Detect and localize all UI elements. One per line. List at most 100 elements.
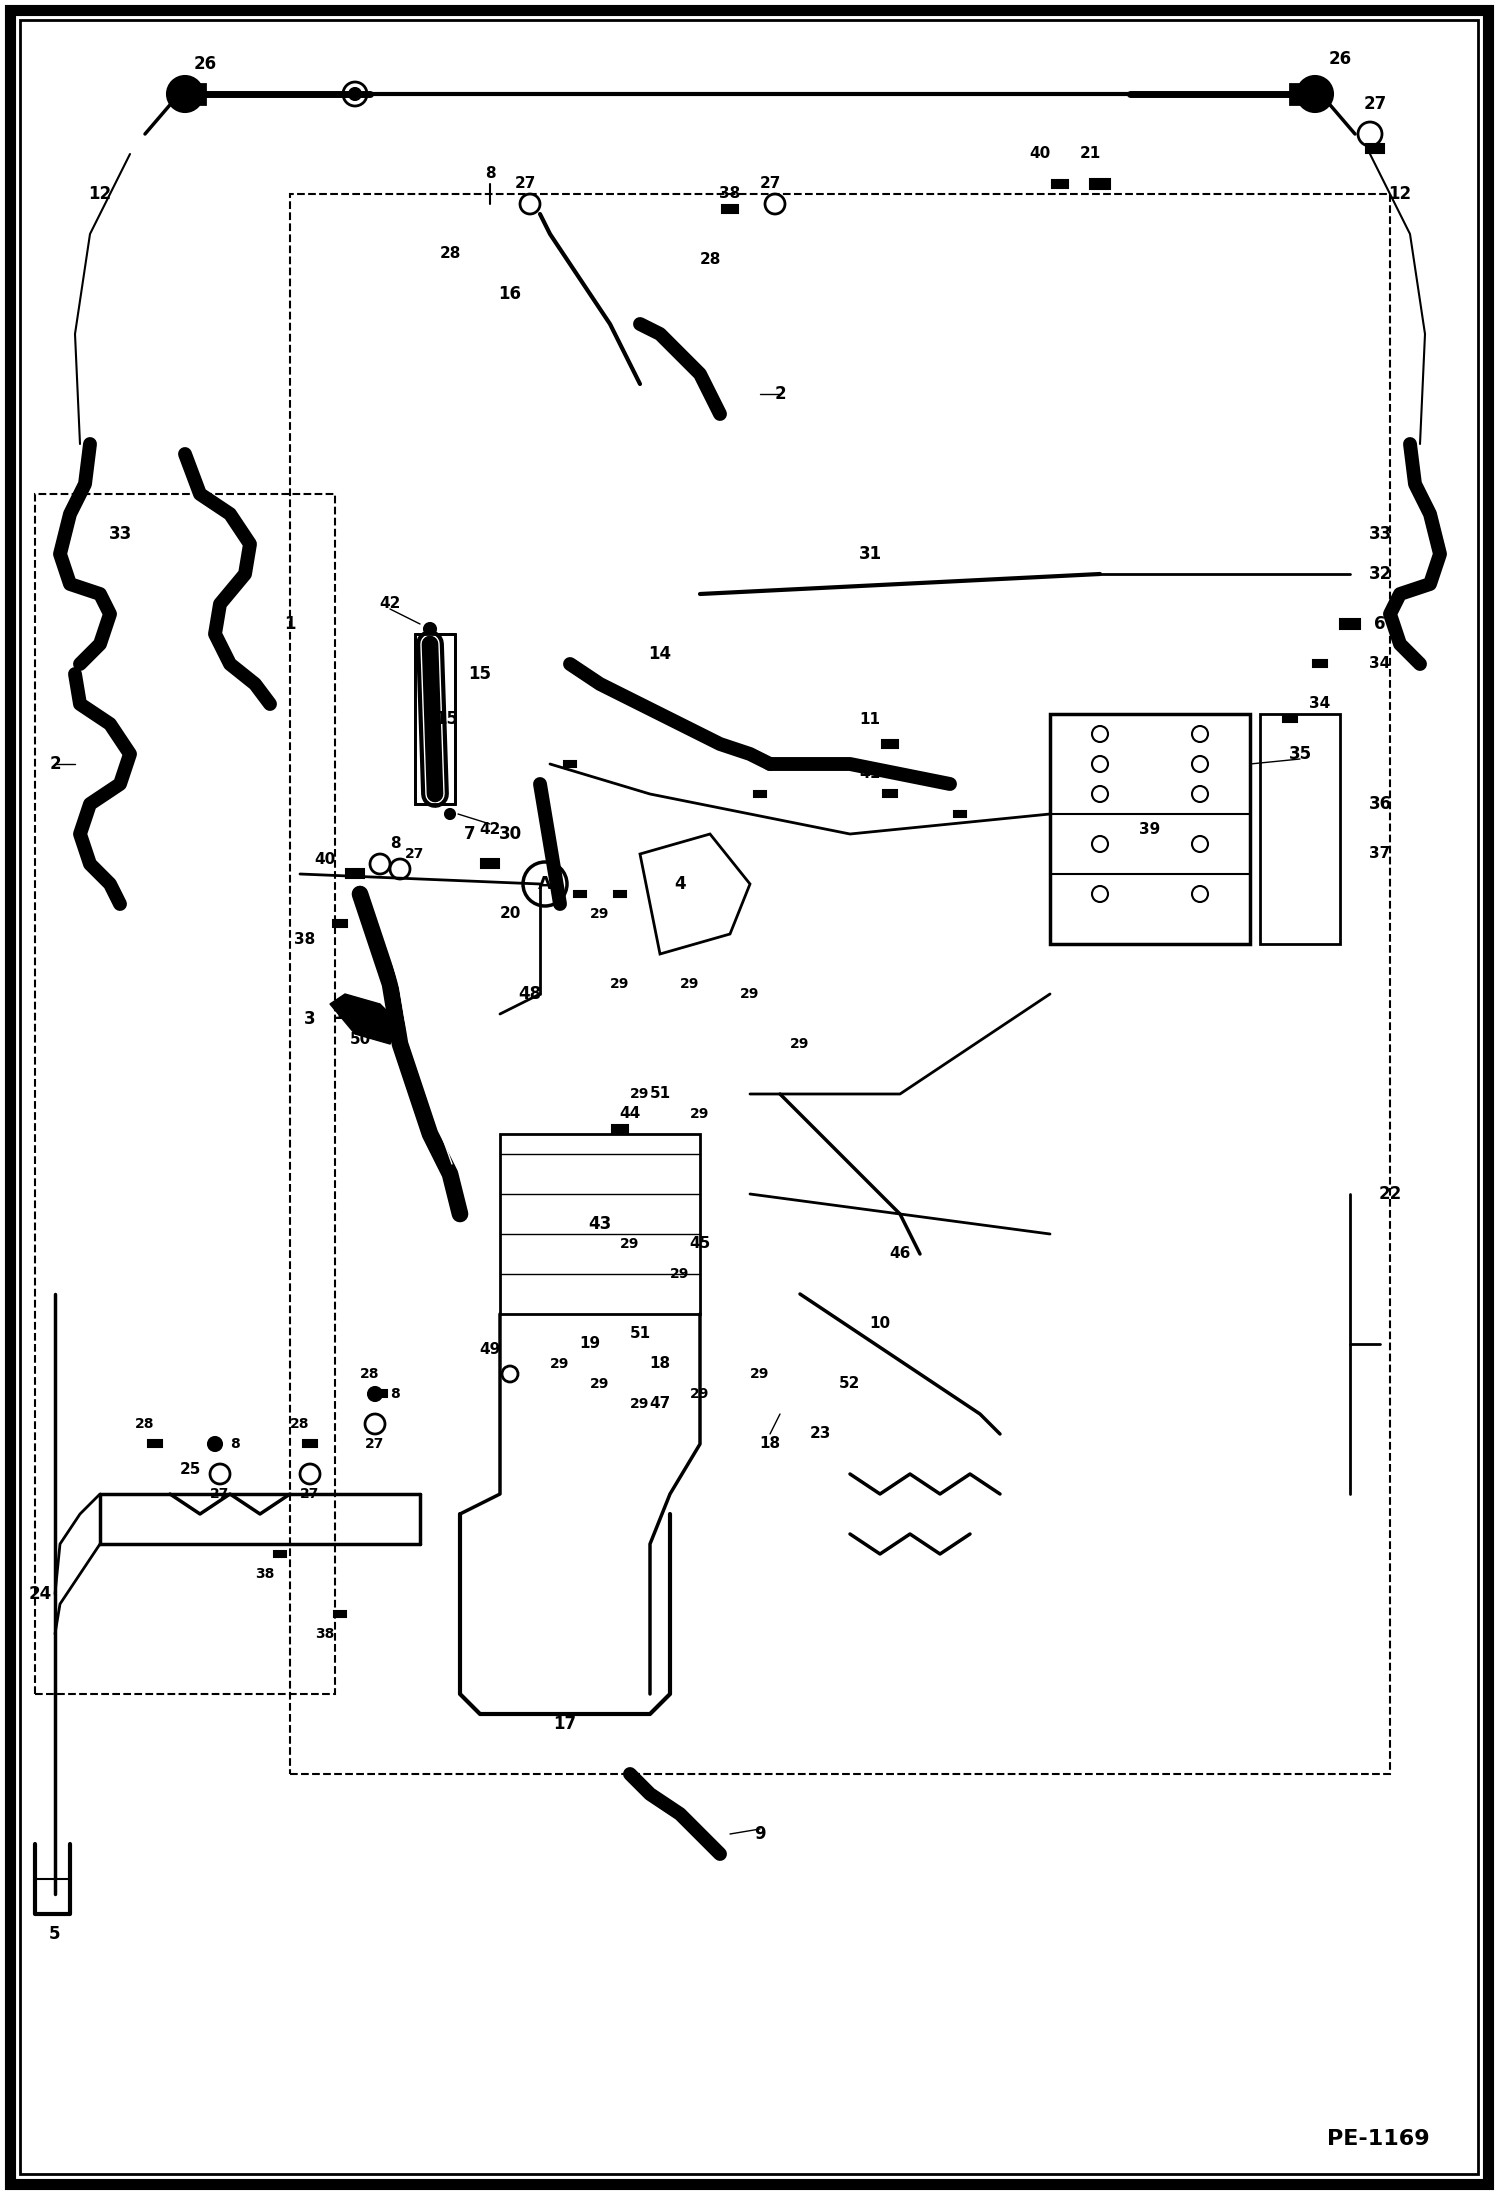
- Bar: [291, 193, 1390, 1775]
- Bar: [722, 204, 739, 213]
- Text: 27: 27: [406, 847, 425, 860]
- Bar: [175, 83, 205, 103]
- Bar: [565, 761, 577, 768]
- Text: 46: 46: [890, 1246, 911, 1262]
- Text: 8: 8: [231, 1437, 240, 1450]
- Bar: [148, 1439, 162, 1448]
- Text: 29: 29: [631, 1086, 650, 1101]
- Text: 28: 28: [291, 1417, 310, 1430]
- Text: 26: 26: [1329, 50, 1351, 68]
- Bar: [1052, 180, 1068, 189]
- Circle shape: [1297, 77, 1333, 112]
- Text: 14: 14: [649, 645, 671, 663]
- Bar: [613, 1126, 628, 1132]
- Text: 15: 15: [434, 711, 458, 728]
- Text: 11: 11: [860, 711, 881, 726]
- Text: 34: 34: [1309, 695, 1330, 711]
- Circle shape: [208, 1437, 222, 1450]
- Text: 2: 2: [49, 755, 61, 772]
- Bar: [882, 739, 897, 748]
- Text: 13: 13: [334, 1005, 357, 1022]
- Text: 15: 15: [469, 665, 491, 682]
- Text: 28: 28: [439, 246, 461, 261]
- Text: 29: 29: [550, 1358, 569, 1371]
- Text: 38: 38: [295, 932, 316, 946]
- Text: 39: 39: [1140, 821, 1161, 836]
- Text: 29: 29: [670, 1266, 689, 1281]
- Polygon shape: [330, 994, 400, 1044]
- Bar: [274, 1551, 286, 1558]
- Bar: [954, 812, 966, 816]
- Bar: [1050, 713, 1249, 943]
- Text: 8: 8: [485, 167, 496, 182]
- Bar: [333, 919, 348, 928]
- Text: 29: 29: [620, 1237, 640, 1251]
- Text: 33: 33: [108, 524, 132, 542]
- Text: 2: 2: [774, 384, 786, 404]
- Text: 29: 29: [590, 1378, 610, 1391]
- Text: 18: 18: [759, 1437, 780, 1452]
- Text: 12: 12: [88, 184, 111, 204]
- Text: 41: 41: [860, 766, 881, 781]
- Bar: [500, 1134, 700, 1314]
- Text: 27: 27: [366, 1437, 385, 1450]
- Bar: [303, 1439, 318, 1448]
- Bar: [334, 1610, 346, 1617]
- Text: 50: 50: [349, 1031, 370, 1047]
- Text: 30: 30: [499, 825, 521, 842]
- Text: 49: 49: [479, 1341, 500, 1356]
- Text: 7: 7: [464, 825, 476, 842]
- Text: 27: 27: [514, 176, 536, 191]
- Bar: [882, 790, 897, 796]
- Circle shape: [369, 1387, 382, 1402]
- Text: 29: 29: [691, 1108, 710, 1121]
- Text: 31: 31: [858, 544, 881, 564]
- Text: 29: 29: [590, 906, 610, 921]
- Bar: [1366, 145, 1384, 154]
- Text: 28: 28: [360, 1367, 380, 1380]
- Text: 35: 35: [1288, 746, 1312, 764]
- Text: 36: 36: [1369, 794, 1392, 814]
- Text: 40: 40: [315, 851, 336, 867]
- Text: 22: 22: [1378, 1185, 1402, 1202]
- Text: 51: 51: [650, 1086, 671, 1101]
- Bar: [1260, 713, 1341, 943]
- Text: 17: 17: [553, 1716, 577, 1733]
- Text: 45: 45: [689, 1237, 710, 1251]
- Text: PE-1169: PE-1169: [1327, 2128, 1431, 2148]
- Text: 37: 37: [1369, 847, 1390, 862]
- Text: 27: 27: [759, 176, 780, 191]
- Text: 23: 23: [809, 1426, 831, 1441]
- Bar: [373, 1391, 386, 1398]
- Text: 27: 27: [300, 1488, 319, 1501]
- Text: 40: 40: [1029, 147, 1050, 162]
- Text: 33: 33: [1368, 524, 1392, 542]
- Text: 8: 8: [389, 1387, 400, 1402]
- Text: 28: 28: [135, 1417, 154, 1430]
- Text: 19: 19: [580, 1336, 601, 1352]
- Text: 21: 21: [1080, 147, 1101, 162]
- Text: 6: 6: [1374, 614, 1386, 634]
- Text: 12: 12: [1389, 184, 1411, 204]
- Bar: [1314, 660, 1327, 667]
- Text: 1: 1: [285, 614, 295, 634]
- Text: 27: 27: [1363, 94, 1387, 114]
- Bar: [34, 494, 336, 1694]
- Text: 51: 51: [629, 1327, 650, 1341]
- Text: 5: 5: [49, 1924, 61, 1944]
- Text: 28: 28: [700, 252, 721, 265]
- Text: 29: 29: [740, 987, 759, 1000]
- Text: 20: 20: [499, 906, 521, 921]
- Text: 24: 24: [28, 1584, 51, 1604]
- Circle shape: [166, 77, 204, 112]
- Circle shape: [349, 88, 361, 101]
- Text: 4: 4: [674, 875, 686, 893]
- Text: 42: 42: [479, 821, 500, 836]
- Text: 27: 27: [210, 1488, 229, 1501]
- Text: 47: 47: [649, 1398, 671, 1411]
- Text: 25: 25: [180, 1461, 201, 1477]
- Text: 52: 52: [839, 1376, 861, 1391]
- Text: 29: 29: [791, 1038, 810, 1051]
- Bar: [574, 891, 586, 897]
- Bar: [1091, 180, 1110, 189]
